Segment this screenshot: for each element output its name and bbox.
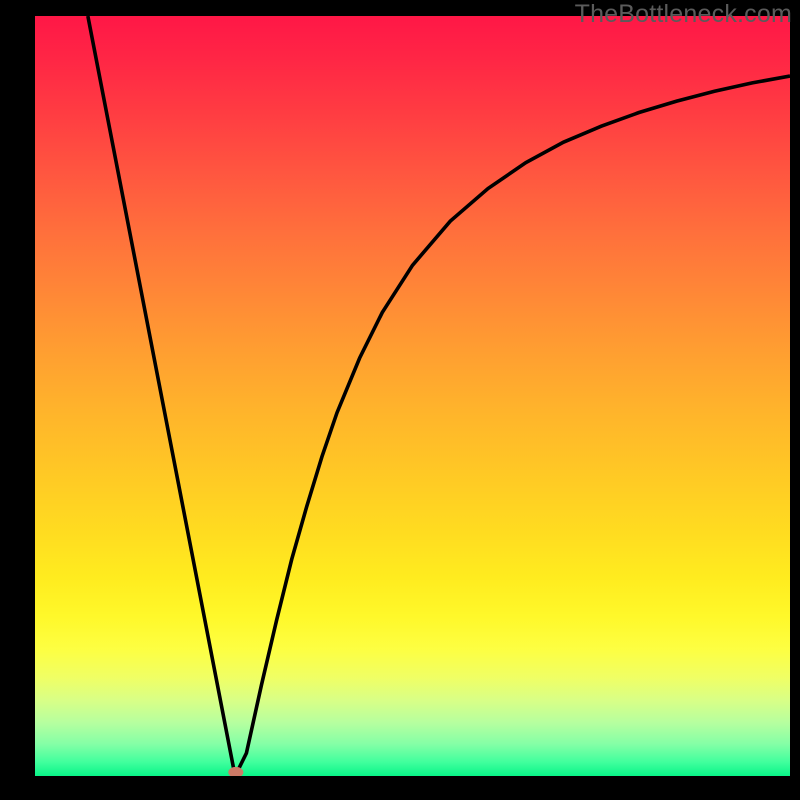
plot-area bbox=[35, 16, 790, 776]
watermark-label: TheBottleneck.com bbox=[575, 0, 792, 29]
chart-frame: TheBottleneck.com bbox=[0, 0, 800, 800]
gradient-background bbox=[35, 16, 790, 776]
gradient-plot bbox=[35, 16, 790, 776]
